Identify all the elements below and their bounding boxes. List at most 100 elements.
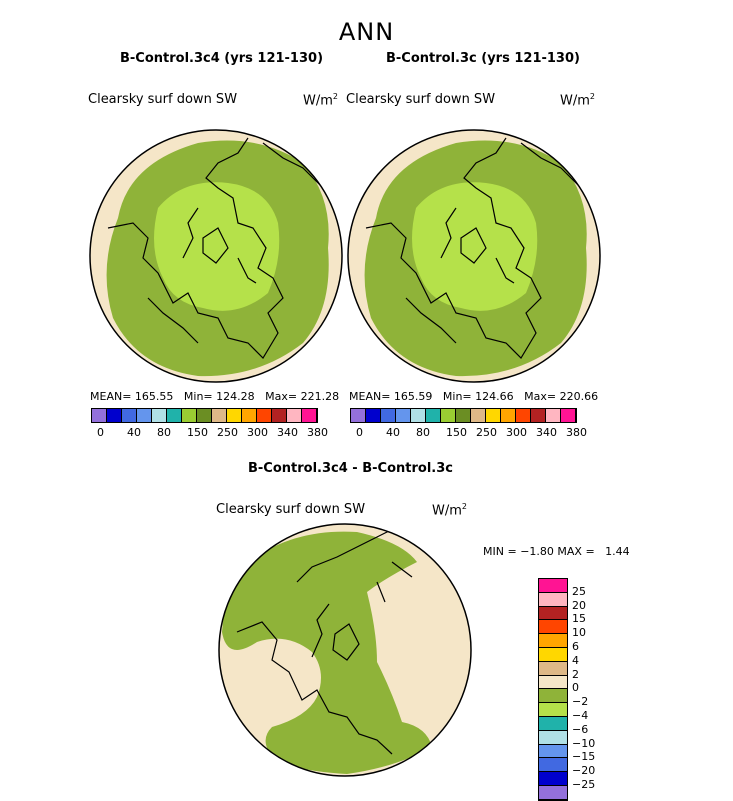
diff-map-negative [222, 531, 432, 774]
map-inner-region [154, 182, 280, 311]
colorbar-tick-label: 250 [217, 426, 238, 439]
right-units-label: W/m2 [560, 92, 595, 109]
colorbar-swatch [516, 409, 531, 422]
colorbar-tick-label: 300 [506, 426, 527, 439]
colorbar-swatch [486, 409, 501, 422]
right-min: Min= 124.66 [442, 390, 514, 403]
colorbar-swatch [456, 409, 471, 422]
left-variable-label: Clearsky surf down SW [88, 92, 238, 107]
colorbar-tick-label: 40 [127, 426, 141, 439]
colorbar-tick-label: 40 [386, 426, 400, 439]
diff-panel-title: B-Control.3c4 - B-Control.3c [248, 461, 453, 476]
right-mean: MEAN= 165.59 [349, 390, 433, 403]
diff-colorbar [538, 578, 568, 801]
colorbar-swatch [396, 409, 411, 422]
diff-polar-map [218, 523, 472, 777]
left-units-label: W/m2 [303, 92, 338, 109]
colorbar-tick-label: 2 [572, 667, 579, 681]
colorbar-swatch [539, 579, 567, 593]
colorbar-tick-label: 80 [416, 426, 430, 439]
colorbar-swatch [441, 409, 456, 422]
right-polar-map [347, 129, 601, 383]
colorbar-tick-label: −6 [572, 722, 589, 736]
colorbar-swatch [272, 409, 287, 422]
colorbar-swatch [539, 744, 567, 759]
diff-minmax: MIN = −1.80 MAX = 1.44 [483, 545, 630, 558]
right-variable-label: Clearsky surf down SW [346, 92, 496, 107]
colorbar-tick-label: 380 [307, 426, 328, 439]
left-panel-title: B-Control.3c4 (yrs 121-130) [120, 51, 324, 66]
colorbar-tick-label: 4 [572, 653, 579, 667]
left-colorbar [91, 408, 318, 423]
colorbar-swatch [539, 772, 567, 786]
right-max: Max= 220.66 [524, 390, 599, 403]
colorbar-tick-label: 6 [572, 640, 579, 653]
colorbar-swatch [539, 730, 567, 745]
colorbar-tick-label: 380 [566, 426, 587, 439]
colorbar-swatch [426, 409, 441, 422]
colorbar-swatch [212, 409, 227, 422]
colorbar-swatch [302, 409, 317, 422]
colorbar-swatch [471, 409, 486, 422]
map-coastline [107, 137, 324, 359]
colorbar-swatch [197, 409, 212, 422]
colorbar-swatch [137, 409, 152, 422]
colorbar-swatch [107, 409, 122, 422]
map-coastline [365, 137, 582, 359]
colorbar-tick-label: 80 [157, 426, 171, 439]
colorbar-tick-label: 250 [476, 426, 497, 439]
colorbar-swatch [381, 409, 396, 422]
colorbar-swatch [227, 409, 242, 422]
colorbar-tick-label: 340 [536, 426, 557, 439]
colorbar-swatch [539, 675, 567, 690]
colorbar-swatch [242, 409, 257, 422]
left-min: Min= 124.28 [183, 390, 255, 403]
left-mean: MEAN= 165.55 [90, 390, 174, 403]
colorbar-swatch [539, 716, 567, 731]
colorbar-swatch [501, 409, 516, 422]
colorbar-tick-label: 150 [187, 426, 208, 439]
colorbar-swatch [539, 785, 567, 800]
right-panel-title: B-Control.3c (yrs 121-130) [386, 51, 580, 66]
figure-title: ANN [338, 18, 395, 46]
colorbar-swatch [92, 409, 107, 422]
colorbar-tick-label: −10 [572, 736, 596, 750]
colorbar-swatch [366, 409, 381, 422]
diff-units-label: W/m2 [432, 502, 467, 519]
colorbar-swatch [152, 409, 167, 422]
colorbar-tick-label: 340 [277, 426, 298, 439]
colorbar-tick-label: 20 [572, 598, 586, 612]
colorbar-tick-label: 15 [572, 612, 586, 626]
colorbar-swatch [539, 606, 567, 621]
colorbar-swatch [167, 409, 182, 422]
colorbar-swatch [539, 620, 567, 635]
colorbar-swatch [351, 409, 366, 422]
colorbar-swatch [539, 634, 567, 648]
diff-coastline [236, 526, 413, 755]
left-max: Max= 221.28 [265, 390, 340, 403]
colorbar-tick-label: 300 [247, 426, 268, 439]
colorbar-tick-label: −2 [572, 695, 589, 709]
right-colorbar [350, 408, 577, 423]
colorbar-swatch [539, 758, 567, 773]
colorbar-tick-label: 0 [97, 426, 104, 439]
diff-variable-label: Clearsky surf down SW [216, 502, 366, 517]
colorbar-tick-label: −25 [572, 778, 596, 791]
colorbar-swatch [411, 409, 426, 422]
colorbar-swatch [539, 661, 567, 676]
map-inner-region [412, 182, 538, 311]
colorbar-tick-label: 25 [572, 584, 586, 598]
colorbar-swatch [546, 409, 561, 422]
colorbar-tick-label: −20 [572, 764, 596, 778]
colorbar-swatch [561, 409, 576, 422]
colorbar-tick-label: −4 [572, 709, 589, 722]
colorbar-swatch [182, 409, 197, 422]
colorbar-swatch [539, 703, 567, 717]
colorbar-swatch [531, 409, 546, 422]
colorbar-tick-label: 10 [572, 626, 586, 640]
left-stats: MEAN= 165.55 Min= 124.28 Max= 221.28 [90, 390, 339, 403]
colorbar-tick-label: 0 [356, 426, 363, 439]
colorbar-swatch [257, 409, 272, 422]
left-polar-map [89, 129, 343, 383]
colorbar-swatch [287, 409, 302, 422]
